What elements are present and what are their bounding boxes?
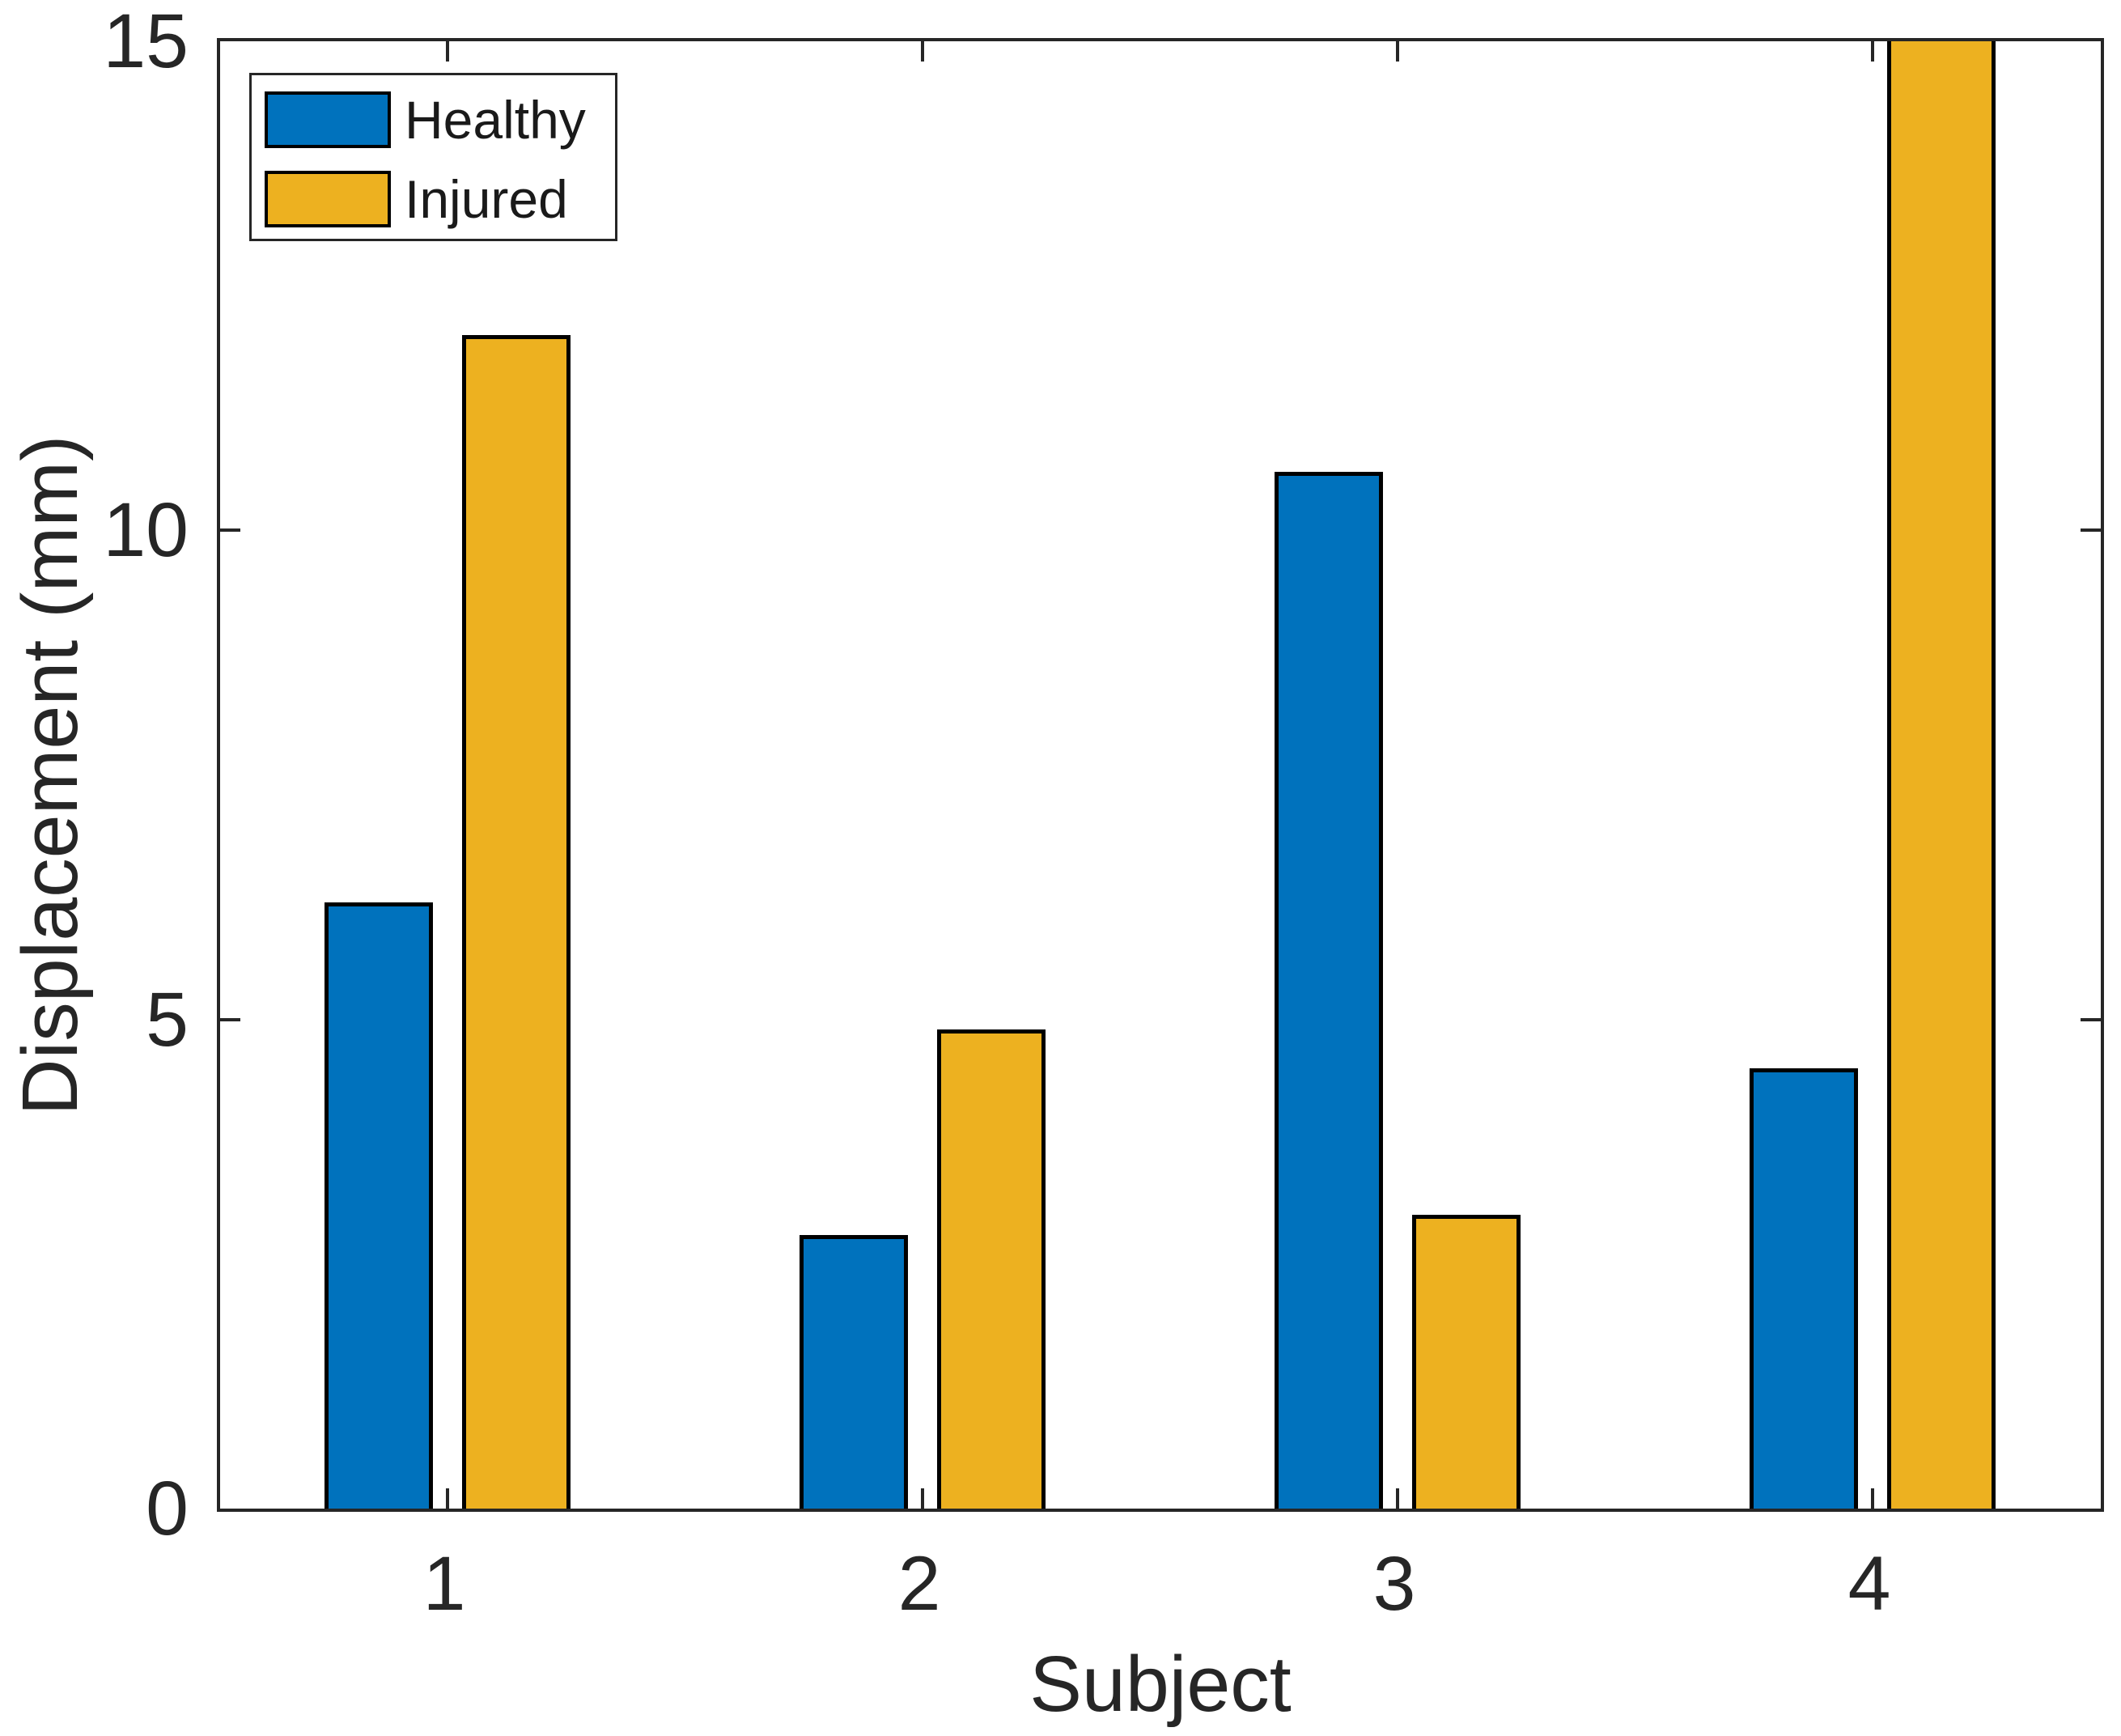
y-tick-label: 0 — [146, 1466, 189, 1551]
bar-healthy-subject-1 — [325, 902, 433, 1509]
bar-injured-subject-1 — [462, 335, 571, 1509]
legend-label-healthy: Healthy — [405, 90, 586, 150]
bar-healthy-subject-4 — [1750, 1068, 1858, 1509]
bar-healthy-subject-3 — [1275, 472, 1383, 1509]
y-tick-left — [220, 528, 240, 533]
x-tick-bottom — [446, 1488, 449, 1509]
legend-swatch-injured-icon — [265, 171, 391, 227]
legend-label-injured: Injured — [405, 169, 568, 229]
y-tick-label: 15 — [103, 0, 189, 84]
x-tick-label: 2 — [897, 1541, 941, 1627]
x-tick-bottom — [1871, 1488, 1874, 1509]
x-axis-label: Subject — [1029, 1640, 1292, 1728]
bar-injured-subject-3 — [1412, 1215, 1521, 1509]
y-tick-right — [2081, 1017, 2101, 1021]
y-tick-label: 5 — [146, 976, 189, 1063]
y-tick-left — [220, 1017, 240, 1021]
x-tick-top — [446, 41, 449, 62]
y-tick-label: 10 — [103, 487, 189, 574]
bar-injured-subject-2 — [937, 1029, 1046, 1509]
legend: Healthy Injured — [249, 73, 617, 241]
bar-injured-subject-4 — [1887, 41, 1996, 1509]
x-tick-label: 4 — [1847, 1541, 1891, 1627]
x-tick-top — [1396, 41, 1399, 62]
x-tick-label: 1 — [422, 1541, 466, 1627]
x-tick-bottom — [921, 1488, 924, 1509]
y-tick-right — [2081, 528, 2101, 533]
plot-area — [217, 38, 2104, 1512]
x-tick-bottom — [1396, 1488, 1399, 1509]
legend-swatch-healthy-icon — [265, 91, 391, 148]
x-tick-label: 3 — [1372, 1541, 1416, 1627]
bar-healthy-subject-2 — [800, 1235, 908, 1509]
x-tick-top — [1871, 41, 1874, 62]
x-tick-top — [921, 41, 924, 62]
